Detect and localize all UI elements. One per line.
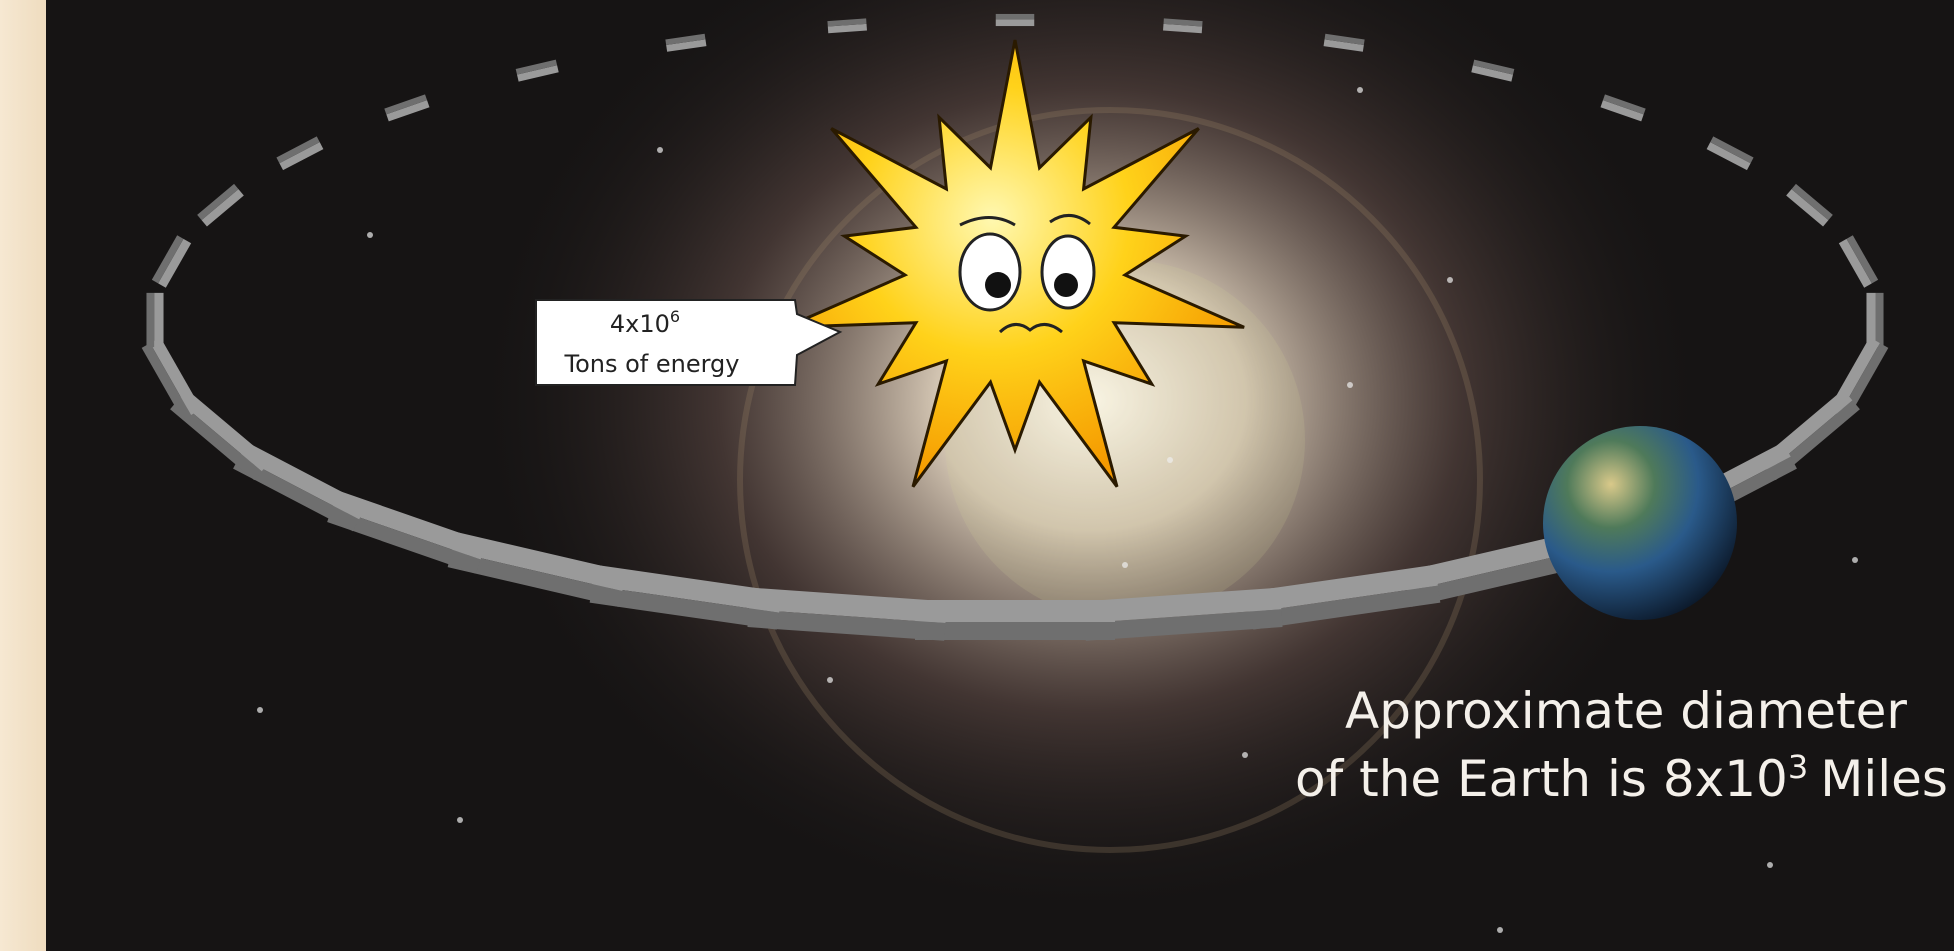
caption-unit: Miles [1820, 750, 1948, 808]
caption-line2: of the Earth is 8x103 Miles [1295, 748, 1948, 808]
side-strip [0, 0, 46, 951]
star [1852, 557, 1858, 563]
star [1357, 87, 1363, 93]
arrow-text-line1: 4x106 [610, 307, 680, 338]
ring-block [146, 293, 163, 347]
page: 4x106 Tons of energy Approximate diamete… [0, 0, 1954, 951]
star [1167, 457, 1173, 463]
sun-pupil [985, 272, 1011, 298]
block-side [146, 293, 154, 347]
star [1122, 562, 1128, 568]
ring-block [996, 14, 1035, 26]
arrow-label: 4x106 Tons of energy [536, 300, 840, 385]
arrow-text-line2: Tons of energy [564, 350, 740, 378]
star [257, 707, 263, 713]
earth [1543, 426, 1737, 620]
sun-eye [1042, 236, 1094, 308]
star [457, 817, 463, 823]
caption-exponent: 3 [1788, 748, 1808, 786]
star [827, 677, 833, 683]
caption-base: of the Earth is 8x10 [1295, 750, 1788, 808]
sun-eye [960, 234, 1020, 310]
star [1242, 752, 1248, 758]
illustration: 4x106 Tons of energy Approximate diamete… [0, 0, 1954, 951]
block-top [154, 293, 163, 347]
star [1767, 862, 1773, 868]
sun-pupil [1054, 273, 1078, 297]
block-top [996, 19, 1035, 26]
star [367, 232, 373, 238]
star [1497, 927, 1503, 933]
star [1347, 382, 1353, 388]
star [1447, 277, 1453, 283]
caption-line1: Approximate diameter [1345, 682, 1907, 740]
arrow-base: 4x10 [610, 310, 670, 338]
arrow-exponent: 6 [670, 307, 680, 326]
block-side [1876, 293, 1884, 347]
star [657, 147, 663, 153]
block-side [996, 14, 1035, 19]
